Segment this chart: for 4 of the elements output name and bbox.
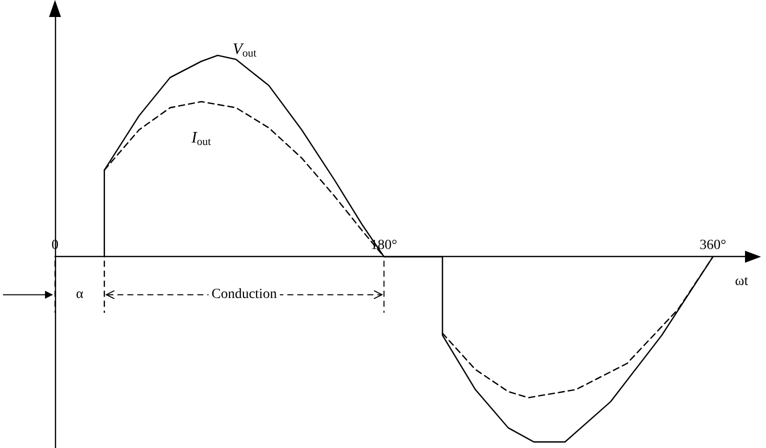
x-axis-title: ωt [735,274,748,290]
annotation: Conduction [211,287,277,302]
annotation: α [76,287,84,302]
x-tick-label: 360° [700,238,726,254]
